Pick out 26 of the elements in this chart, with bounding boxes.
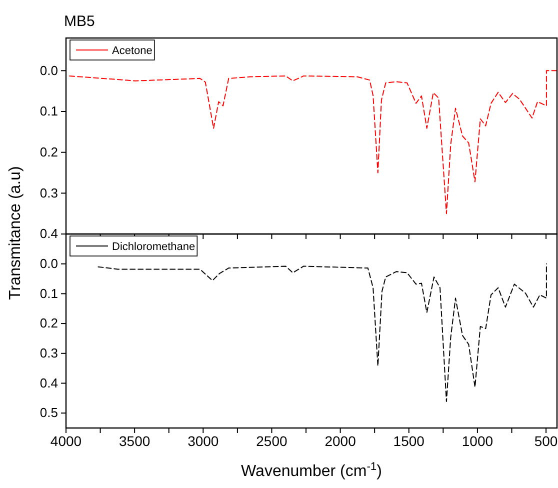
y-tick-label: 0.3 (40, 346, 58, 361)
legend-label: Dichloromethane (112, 241, 196, 253)
legend-label: Acetone (112, 45, 152, 57)
x-tick-label: 3000 (188, 432, 219, 449)
x-tick-label: 2500 (256, 432, 288, 449)
x-tick-label: 1500 (393, 432, 425, 449)
x-tick-label: 2000 (324, 432, 356, 449)
x-tick-label: 4000 (50, 432, 82, 449)
y-axis-title: Transmitance (a.u) (7, 166, 24, 300)
x-tick-label: 1000 (462, 432, 494, 449)
y-tick-label: 0.4 (40, 226, 58, 242)
y-tick-label: 0.0 (40, 256, 58, 272)
y-tick-label: 0.5 (40, 405, 58, 420)
chart-title: MB5 (64, 13, 95, 30)
y-tick-label: 0.2 (40, 316, 58, 331)
x-axis-title: Wavenumber (cm$^{-1}$) (241, 461, 382, 480)
y-tick-label: 0.2 (40, 144, 58, 160)
y-tick-label: 0.3 (40, 185, 58, 200)
y-tick-label: 0.1 (40, 286, 58, 301)
y-tick-label: 0.0 (40, 62, 58, 78)
y-tick-label: 0.1 (40, 104, 58, 119)
x-tick-label: 3500 (118, 432, 150, 449)
line-series (98, 263, 547, 402)
x-tick-label: 500 (534, 432, 558, 449)
y-tick-label: 0.4 (40, 375, 58, 390)
line-series (69, 70, 557, 214)
